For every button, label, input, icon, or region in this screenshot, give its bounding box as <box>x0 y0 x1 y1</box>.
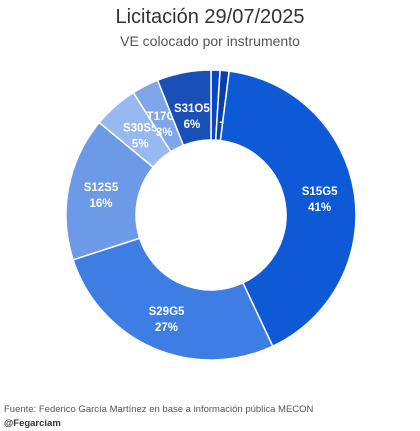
slice-s29g5 <box>72 237 274 361</box>
slice-s31o5 <box>156 69 212 147</box>
author-handle: @Fegarciam <box>4 418 61 429</box>
slice-name-s30s5: S30S5 <box>123 123 158 135</box>
chart-subtitle: VE colocado por instrumento <box>120 33 300 49</box>
slice-value-s12s5: 16% <box>89 198 112 210</box>
slice-name-s12s5: S12S5 <box>84 182 119 194</box>
slice-name-s15g5: S15G5 <box>302 186 338 198</box>
chart-title: Licitación 29/07/2025 <box>115 6 305 28</box>
slice-name-s31o5: S31O5 <box>174 103 210 115</box>
source-note: Fuente: Federico García Martínez en base… <box>4 404 314 415</box>
slice-value-s31o5: 6% <box>184 119 201 131</box>
slice-name-s29g5: S29G5 <box>149 306 185 318</box>
slice-value-s15g5: 41% <box>308 202 331 214</box>
slice-value-t17o5: 3% <box>156 127 173 139</box>
slice-s15g5 <box>219 70 357 348</box>
slice-value-s30s5: 5% <box>132 139 149 151</box>
slice-value-s29g5: 27% <box>155 322 178 334</box>
